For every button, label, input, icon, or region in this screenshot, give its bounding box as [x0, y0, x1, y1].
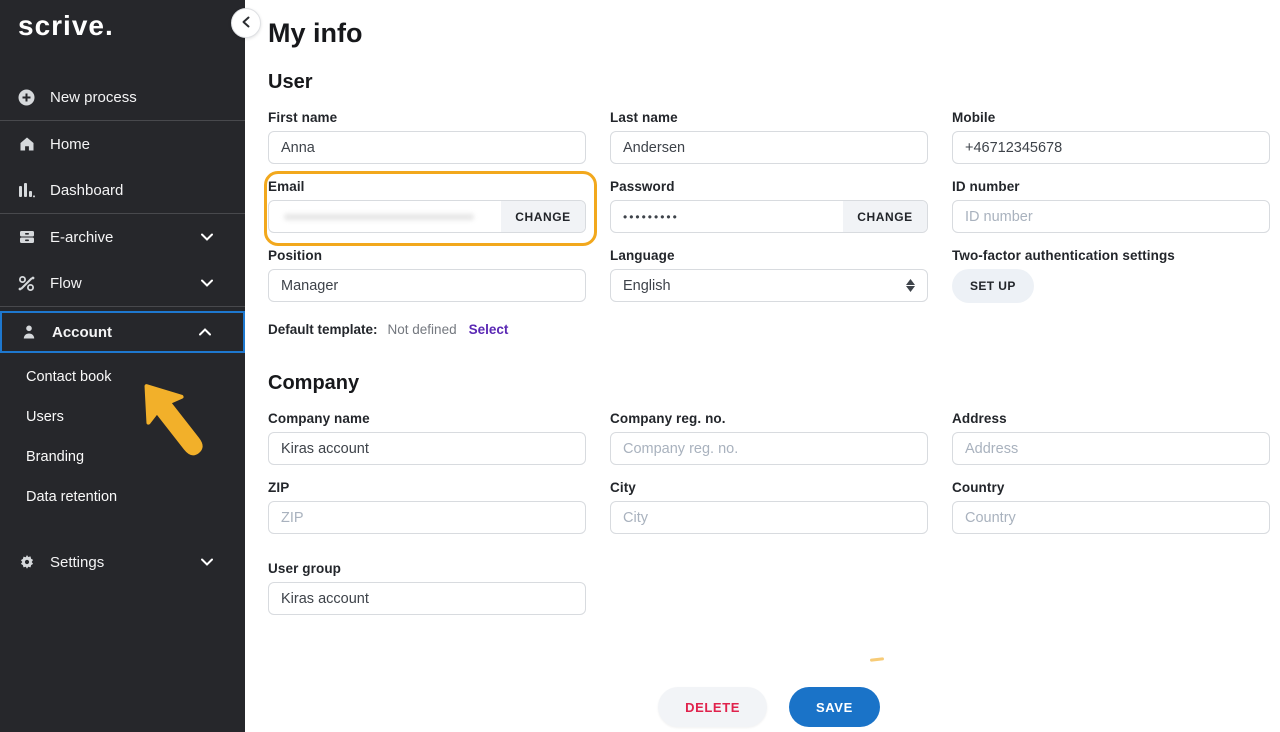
sidebar-item-label: New process	[50, 88, 137, 106]
position-field: Position	[268, 248, 586, 303]
email-label: Email	[268, 179, 305, 194]
archive-icon	[18, 229, 35, 246]
two-factor-field: Two-factor authentication settings SET U…	[952, 248, 1270, 303]
company-reg-no-field: Company reg. no.	[610, 411, 928, 465]
default-template-label: Default template:	[268, 322, 378, 337]
language-field: Language English	[610, 248, 928, 303]
page-title: My info	[268, 18, 363, 48]
last-name-input[interactable]	[610, 131, 928, 164]
collapse-sidebar-button[interactable]	[231, 8, 261, 38]
last-name-label: Last name	[610, 110, 678, 125]
language-selected-value: English	[623, 277, 671, 294]
sidebar-item-label: E-archive	[50, 228, 114, 246]
company-reg-no-label: Company reg. no.	[610, 411, 726, 426]
id-number-label: ID number	[952, 179, 1020, 194]
change-email-button[interactable]: CHANGE	[501, 201, 585, 232]
password-field: Password CHANGE	[610, 179, 928, 233]
first-name-field: First name	[268, 110, 586, 164]
language-select[interactable]: English	[610, 269, 928, 302]
mobile-field: Mobile	[952, 110, 1270, 164]
first-name-input[interactable]	[268, 131, 586, 164]
sidebar-item-label: Flow	[50, 274, 82, 292]
form-actions: DELETE SAVE	[268, 687, 1270, 727]
person-icon	[20, 324, 37, 341]
plus-circle-icon	[18, 89, 35, 106]
position-label: Position	[268, 248, 323, 263]
zip-field: ZIP	[268, 480, 586, 534]
address-input[interactable]	[952, 432, 1270, 465]
language-label: Language	[610, 248, 675, 263]
city-input[interactable]	[610, 501, 928, 534]
address-field: Address	[952, 411, 1270, 465]
sidebar-item-label: Account	[52, 323, 112, 341]
country-field: Country	[952, 480, 1270, 534]
sidebar-item-settings[interactable]: Settings	[0, 539, 245, 585]
company-name-input[interactable]	[268, 432, 586, 465]
sidebar-nav: New process Home Dashboard E-archive	[0, 74, 245, 585]
home-icon	[18, 136, 35, 153]
company-name-label: Company name	[268, 411, 370, 426]
sidebar-item-label: Home	[50, 135, 91, 153]
sidebar-divider	[0, 120, 245, 121]
mobile-input[interactable]	[952, 131, 1270, 164]
chevron-left-icon	[241, 16, 251, 31]
sidebar-item-contact-book[interactable]: Contact book	[26, 369, 112, 385]
city-label: City	[610, 480, 636, 495]
user-group-input[interactable]	[268, 582, 586, 615]
first-name-label: First name	[268, 110, 338, 125]
mobile-label: Mobile	[952, 110, 996, 125]
select-spinner-icon	[906, 279, 915, 292]
sidebar: scrive. New process Home Dashboard	[0, 0, 245, 732]
id-number-input[interactable]	[952, 200, 1270, 233]
default-template-row: Default template: Not defined Select	[268, 322, 1280, 337]
sidebar-item-dashboard[interactable]: Dashboard	[0, 167, 245, 213]
position-input[interactable]	[268, 269, 586, 302]
chevron-down-icon	[201, 279, 229, 287]
email-field: Email CHANGE	[264, 171, 597, 246]
last-name-field: Last name	[610, 110, 928, 164]
sidebar-item-label: Dashboard	[50, 181, 124, 199]
country-input[interactable]	[952, 501, 1270, 534]
main-content: My info User First name Last name Mobile…	[245, 0, 1280, 732]
address-label: Address	[952, 411, 1007, 426]
sidebar-item-new-process[interactable]: New process	[0, 74, 245, 120]
id-number-field: ID number	[952, 179, 1270, 233]
sidebar-item-account[interactable]: Account	[0, 311, 245, 353]
company-name-field: Company name	[268, 411, 586, 465]
password-label: Password	[610, 179, 675, 194]
save-button[interactable]: SAVE	[789, 687, 880, 727]
user-group-label: User group	[268, 561, 342, 576]
user-section-title: User	[268, 71, 313, 93]
zip-label: ZIP	[268, 480, 290, 495]
sidebar-item-flow[interactable]: Flow	[0, 260, 245, 306]
account-submenu: Contact book Users Branding Data retenti…	[0, 353, 245, 523]
chevron-down-icon	[201, 558, 229, 566]
chevron-up-icon	[199, 328, 227, 336]
sidebar-item-branding[interactable]: Branding	[26, 449, 85, 465]
user-group-field: User group	[268, 561, 586, 615]
bar-chart-icon	[18, 182, 35, 199]
two-factor-setup-button[interactable]: SET UP	[952, 269, 1034, 303]
company-section-title: Company	[268, 372, 360, 394]
country-label: Country	[952, 480, 1005, 495]
sidebar-divider	[0, 213, 245, 214]
chevron-down-icon	[201, 233, 229, 241]
change-password-button[interactable]: CHANGE	[843, 201, 927, 232]
gear-icon	[18, 554, 35, 571]
city-field: City	[610, 480, 928, 534]
zip-input[interactable]	[268, 501, 586, 534]
delete-button[interactable]: DELETE	[658, 687, 768, 727]
sidebar-item-e-archive[interactable]: E-archive	[0, 214, 245, 260]
sidebar-item-label: Settings	[50, 553, 105, 571]
sidebar-item-home[interactable]: Home	[0, 121, 245, 167]
company-reg-no-input[interactable]	[610, 432, 928, 465]
sidebar-item-data-retention[interactable]: Data retention	[26, 489, 118, 505]
two-factor-label: Two-factor authentication settings	[952, 248, 1175, 263]
default-template-value: Not defined	[387, 322, 457, 337]
sidebar-item-users[interactable]: Users	[26, 409, 64, 425]
scrive-logo: scrive.	[18, 10, 114, 41]
flow-icon	[18, 275, 35, 292]
default-template-select-link[interactable]: Select	[468, 322, 509, 337]
sidebar-divider	[0, 306, 245, 307]
